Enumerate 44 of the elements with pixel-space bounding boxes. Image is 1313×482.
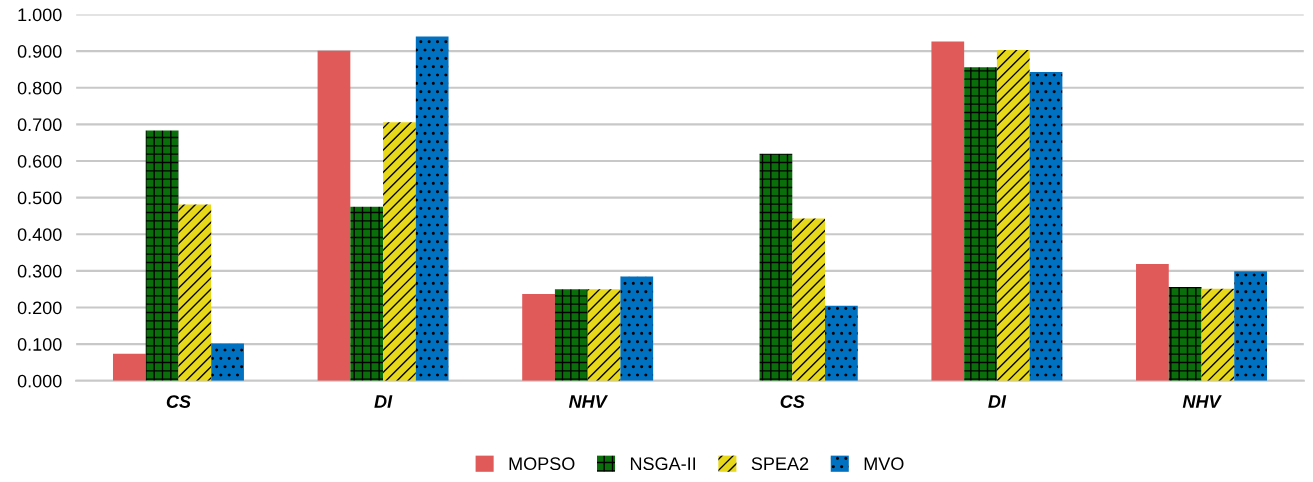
y-tick-label: 0.300 [17,264,62,278]
y-tick-label: 0.000 [17,374,62,388]
y-tick-label: 1.000 [18,8,62,22]
legend-label: MOPSO [509,457,575,471]
y-tick-label: 0.600 [17,154,62,168]
x-tick-label: CS [780,395,805,408]
bar [996,49,1030,381]
bar [759,153,793,381]
x-tick-label: DI [374,395,393,408]
x-tick-label: CS [166,395,191,408]
bar [112,353,146,381]
bar [178,204,212,381]
bar [522,293,555,381]
x-tick-label: NHV [1182,395,1222,408]
y-tick-label: 0.700 [17,118,62,132]
bar [145,130,179,381]
y-tick-label: 0.100 [17,338,62,351]
legend-label: NSGA-II [630,457,696,471]
bar [825,305,858,381]
bar [587,289,621,381]
x-tick-label: NHV [568,395,608,408]
y-tick-label: 0.900 [17,45,62,58]
bar [554,289,588,381]
bar [1201,288,1235,381]
y-tick-label: 0.500 [17,191,62,205]
bar [620,276,654,381]
bar [964,67,997,381]
x-tick-label: DI [988,395,1007,408]
bar [1234,271,1267,381]
bar [317,50,351,381]
bar [1029,71,1063,381]
bar [792,218,826,381]
bar [211,343,244,381]
bar [350,206,384,381]
bar [383,122,416,381]
legend-label: SPEA2 [751,457,809,471]
bar [931,41,965,381]
bar [1136,263,1169,381]
bar [415,36,449,381]
y-tick-label: 0.400 [17,228,62,241]
y-tick-label: 0.800 [17,81,62,95]
legend-label: MVO [864,457,904,471]
bar [1168,287,1202,381]
y-tick-label: 0.200 [17,301,62,315]
